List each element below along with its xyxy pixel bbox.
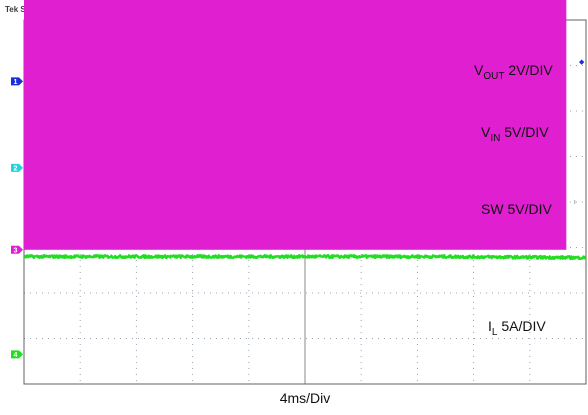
channel-number: 2: [14, 165, 18, 172]
marker-shape: [11, 163, 23, 172]
label-vout: VOUT 2V/DIV: [474, 62, 553, 82]
vout-scale-marker-icon: ◆: [579, 58, 585, 66]
label-il: IL 5A/DIV: [488, 318, 546, 338]
label-sw: SW 5V/DIV: [481, 201, 552, 217]
marker-shape: [11, 350, 23, 359]
channel-2-ground-marker-icon: 2: [11, 163, 23, 172]
channel-1-ground-marker-icon: 1: [11, 77, 23, 86]
channel-4-ground-marker-icon: 4: [11, 350, 23, 359]
channel-number: 4: [14, 352, 18, 359]
channel-number: 1: [14, 79, 18, 86]
tek-status-label: Tek Stop: [5, 5, 38, 14]
channel-number: 3: [14, 247, 18, 254]
x-axis-scale-label: 4ms/Div: [280, 390, 331, 406]
trace-il: [22, 254, 587, 261]
sw-switching-band: [24, 0, 567, 250]
channel-markers: 1 2 3 4: [11, 77, 23, 359]
channel-3-ground-marker-icon: 3: [11, 245, 23, 254]
marker-shape: [11, 77, 23, 86]
label-vin: VIN 5V/DIV: [481, 124, 549, 144]
waveform-traces: [22, 0, 587, 261]
marker-shape: [11, 245, 23, 254]
